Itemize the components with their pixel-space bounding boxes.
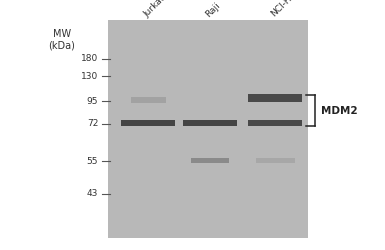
Text: MDM2: MDM2 — [321, 106, 358, 116]
Text: 55: 55 — [87, 157, 98, 166]
Text: Jurkat: Jurkat — [142, 0, 167, 19]
Text: 72: 72 — [87, 119, 98, 128]
Text: MW
(kDa): MW (kDa) — [48, 29, 75, 50]
Bar — [108, 20, 308, 238]
Bar — [121, 120, 175, 126]
Bar — [191, 158, 229, 163]
Bar — [248, 120, 302, 126]
Text: Raji: Raji — [203, 0, 222, 19]
Bar — [256, 158, 295, 163]
Text: 43: 43 — [87, 189, 98, 198]
Text: 130: 130 — [81, 72, 98, 81]
Text: 95: 95 — [87, 97, 98, 106]
Bar — [183, 120, 237, 126]
Text: 180: 180 — [81, 54, 98, 63]
Text: NCI-H929: NCI-H929 — [269, 0, 306, 19]
Bar — [248, 94, 302, 102]
Bar — [131, 97, 166, 103]
